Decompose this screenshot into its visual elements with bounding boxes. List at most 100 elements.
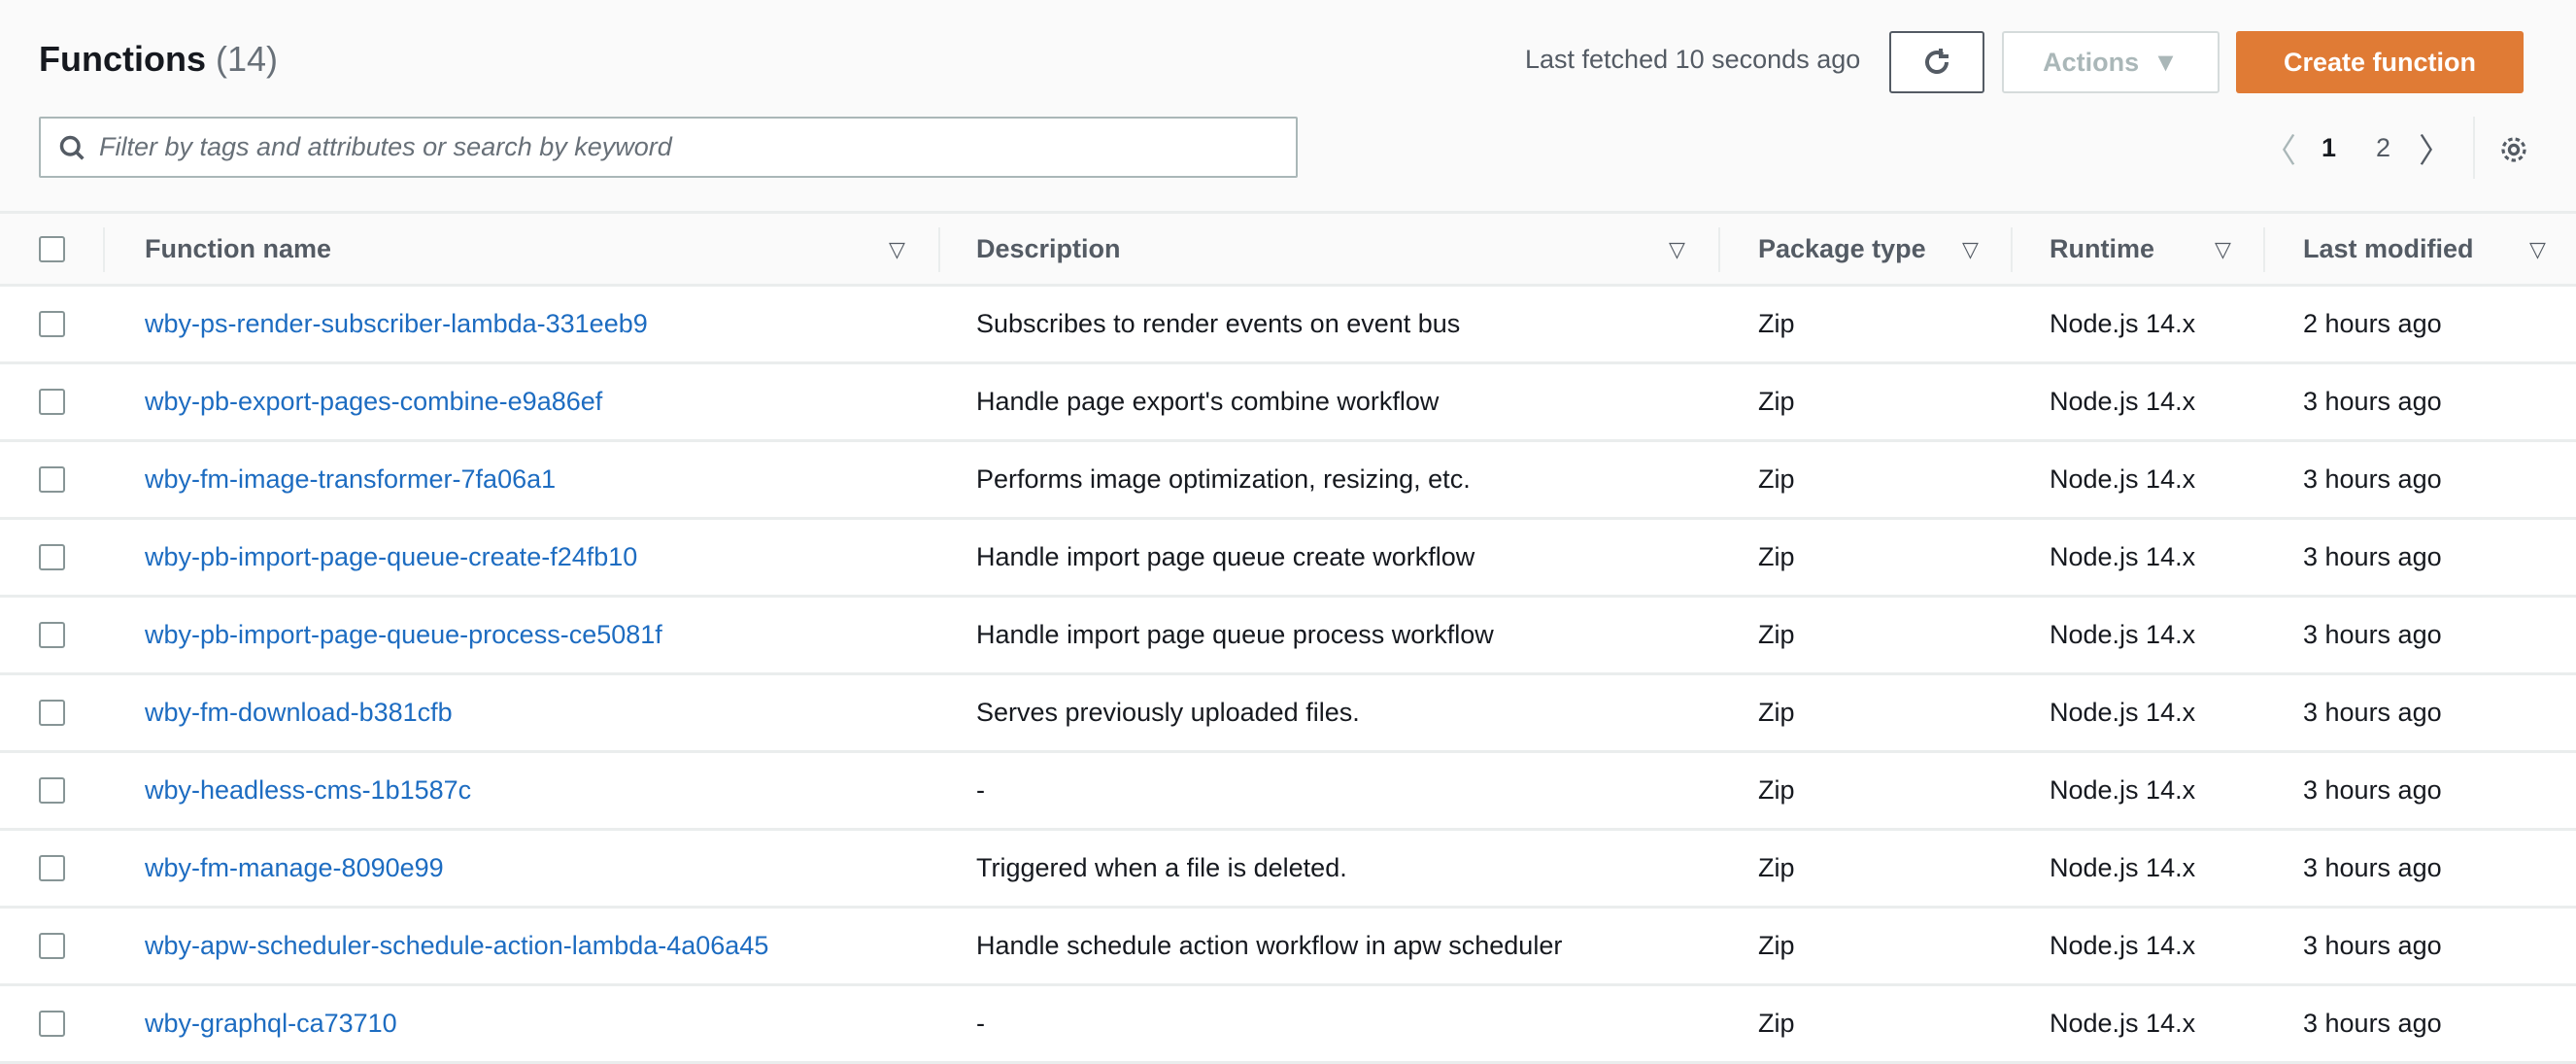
runtime-cell: Node.js 14.x bbox=[2050, 309, 2196, 338]
function-name-link[interactable]: wby-pb-import-page-queue-create-f24fb10 bbox=[145, 542, 638, 571]
column-divider bbox=[2011, 227, 2013, 272]
page-2[interactable]: 2 bbox=[2376, 132, 2391, 162]
search-box[interactable] bbox=[39, 117, 1298, 178]
row-checkbox[interactable] bbox=[39, 466, 65, 493]
package-type-cell: Zip bbox=[1758, 1009, 1795, 1038]
row-checkbox[interactable] bbox=[39, 777, 65, 804]
function-table-body: wby-ps-render-subscriber-lambda-331eeb9 … bbox=[0, 287, 2576, 1064]
search-input[interactable] bbox=[99, 132, 1265, 162]
row-checkbox[interactable] bbox=[39, 311, 65, 337]
sort-icon[interactable]: ▽ bbox=[2529, 237, 2546, 261]
runtime-cell: Node.js 14.x bbox=[2050, 698, 2196, 727]
last-modified-cell: 3 hours ago bbox=[2303, 775, 2442, 805]
last-modified-cell: 3 hours ago bbox=[2303, 387, 2442, 416]
create-function-button[interactable]: Create function bbox=[2236, 31, 2524, 93]
runtime-cell: Node.js 14.x bbox=[2050, 620, 2196, 649]
description-cell: Handle import page queue process workflo… bbox=[976, 620, 1494, 649]
runtime-cell: Node.js 14.x bbox=[2050, 387, 2196, 416]
last-modified-cell: 3 hours ago bbox=[2303, 853, 2442, 882]
header-runtime[interactable]: Runtime bbox=[2050, 233, 2154, 263]
last-modified-cell: 3 hours ago bbox=[2303, 1009, 2442, 1038]
row-checkbox[interactable] bbox=[39, 389, 65, 415]
runtime-cell: Node.js 14.x bbox=[2050, 464, 2196, 494]
actions-dropdown[interactable]: Actions ▼ bbox=[2002, 31, 2220, 93]
page-1[interactable]: 1 bbox=[2322, 132, 2337, 162]
table-row: wby-pb-import-page-queue-process-ce5081f… bbox=[0, 598, 2576, 675]
description-cell: Triggered when a file is deleted. bbox=[976, 853, 1347, 882]
page-title: Functions (14) bbox=[39, 39, 278, 80]
row-checkbox[interactable] bbox=[39, 933, 65, 959]
settings-gear-icon[interactable] bbox=[2498, 126, 2529, 173]
package-type-cell: Zip bbox=[1758, 309, 1795, 338]
row-checkbox[interactable] bbox=[39, 544, 65, 570]
prev-page-icon[interactable]: 〈 bbox=[2263, 132, 2296, 170]
function-name-link[interactable]: wby-fm-image-transformer-7fa06a1 bbox=[145, 464, 557, 494]
last-modified-cell: 3 hours ago bbox=[2303, 698, 2442, 727]
sort-icon[interactable]: ▽ bbox=[1962, 237, 1979, 261]
table-header: Function name ▽ Description ▽ Package ty… bbox=[0, 211, 2576, 287]
function-name-link[interactable]: wby-headless-cms-1b1587c bbox=[145, 775, 472, 805]
table-row: wby-graphql-ca73710 - Zip Node.js 14.x 3… bbox=[0, 986, 2576, 1064]
row-checkbox[interactable] bbox=[39, 855, 65, 881]
title-text: Functions bbox=[39, 39, 206, 79]
divider bbox=[2473, 117, 2475, 179]
select-all-checkbox[interactable] bbox=[39, 236, 65, 262]
column-divider bbox=[2263, 227, 2265, 272]
refresh-button[interactable] bbox=[1889, 31, 1984, 93]
function-name-link[interactable]: wby-ps-render-subscriber-lambda-331eeb9 bbox=[145, 309, 648, 338]
next-page-icon[interactable]: 〉 bbox=[2419, 132, 2452, 170]
last-modified-cell: 3 hours ago bbox=[2303, 542, 2442, 571]
last-modified-cell: 3 hours ago bbox=[2303, 464, 2442, 494]
caret-down-icon: ▼ bbox=[2152, 47, 2179, 77]
column-divider bbox=[938, 227, 940, 272]
function-count: (14) bbox=[216, 39, 279, 79]
description-cell: Handle page export's combine workflow bbox=[976, 387, 1440, 416]
package-type-cell: Zip bbox=[1758, 853, 1795, 882]
last-modified-cell: 3 hours ago bbox=[2303, 620, 2442, 649]
description-cell: Performs image optimization, resizing, e… bbox=[976, 464, 1471, 494]
function-name-link[interactable]: wby-pb-import-page-queue-process-ce5081f bbox=[145, 620, 662, 649]
sort-icon[interactable]: ▽ bbox=[889, 237, 905, 261]
description-cell: Subscribes to render events on event bus bbox=[976, 309, 1461, 338]
table-row: wby-ps-render-subscriber-lambda-331eeb9 … bbox=[0, 287, 2576, 364]
package-type-cell: Zip bbox=[1758, 775, 1795, 805]
function-name-link[interactable]: wby-fm-manage-8090e99 bbox=[145, 853, 444, 882]
table-row: wby-fm-image-transformer-7fa06a1 Perform… bbox=[0, 442, 2576, 520]
table-row: wby-fm-download-b381cfb Serves previousl… bbox=[0, 675, 2576, 753]
description-cell: Handle import page queue create workflow bbox=[976, 542, 1475, 571]
last-modified-cell: 3 hours ago bbox=[2303, 931, 2442, 960]
column-divider bbox=[103, 227, 105, 272]
table-row: wby-fm-manage-8090e99 Triggered when a f… bbox=[0, 831, 2576, 909]
package-type-cell: Zip bbox=[1758, 387, 1795, 416]
runtime-cell: Node.js 14.x bbox=[2050, 1009, 2196, 1038]
runtime-cell: Node.js 14.x bbox=[2050, 853, 2196, 882]
runtime-cell: Node.js 14.x bbox=[2050, 775, 2196, 805]
package-type-cell: Zip bbox=[1758, 542, 1795, 571]
sort-icon[interactable]: ▽ bbox=[1669, 237, 1685, 261]
row-checkbox[interactable] bbox=[39, 700, 65, 726]
column-divider bbox=[1718, 227, 1720, 272]
runtime-cell: Node.js 14.x bbox=[2050, 931, 2196, 960]
sort-icon[interactable]: ▽ bbox=[2215, 237, 2231, 261]
row-checkbox[interactable] bbox=[39, 622, 65, 648]
search-icon bbox=[59, 135, 85, 160]
table-row: wby-pb-import-page-queue-create-f24fb10 … bbox=[0, 520, 2576, 598]
last-modified-cell: 2 hours ago bbox=[2303, 309, 2442, 338]
package-type-cell: Zip bbox=[1758, 464, 1795, 494]
header-description[interactable]: Description bbox=[976, 233, 1121, 263]
header-last-modified[interactable]: Last modified bbox=[2303, 233, 2474, 263]
function-name-link[interactable]: wby-pb-export-pages-combine-e9a86ef bbox=[145, 387, 603, 416]
header-package-type[interactable]: Package type bbox=[1758, 233, 1926, 263]
function-name-link[interactable]: wby-apw-scheduler-schedule-action-lambda… bbox=[145, 931, 769, 960]
row-checkbox[interactable] bbox=[39, 1011, 65, 1037]
actions-label: Actions bbox=[2043, 47, 2140, 77]
last-fetched-text: Last fetched 10 seconds ago bbox=[1525, 45, 1861, 74]
function-name-link[interactable]: wby-fm-download-b381cfb bbox=[145, 698, 453, 727]
description-cell: - bbox=[976, 1009, 985, 1038]
package-type-cell: Zip bbox=[1758, 620, 1795, 649]
table-row: wby-headless-cms-1b1587c - Zip Node.js 1… bbox=[0, 753, 2576, 831]
table-row: wby-pb-export-pages-combine-e9a86ef Hand… bbox=[0, 364, 2576, 442]
function-name-link[interactable]: wby-graphql-ca73710 bbox=[145, 1009, 397, 1038]
package-type-cell: Zip bbox=[1758, 698, 1795, 727]
header-function-name[interactable]: Function name bbox=[145, 233, 332, 263]
